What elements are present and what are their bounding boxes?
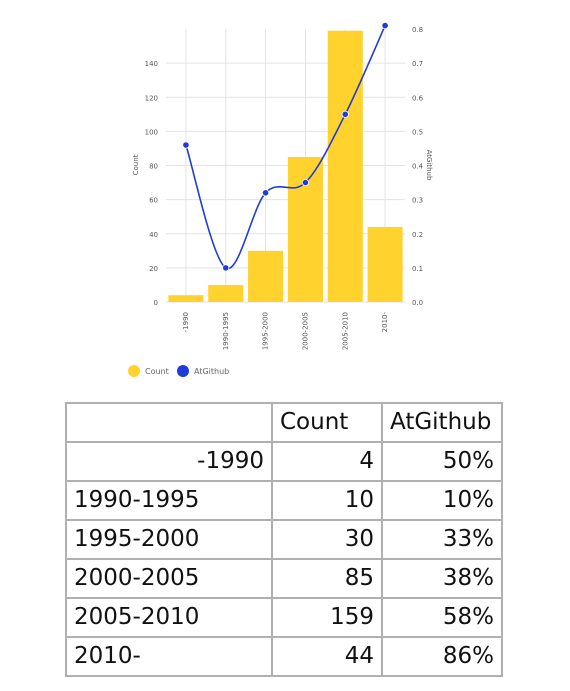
x-tick-label: 1990-1995 bbox=[222, 312, 230, 350]
y-tick-label: 60 bbox=[149, 197, 158, 205]
table-row: -1990 4 50% bbox=[65, 441, 503, 482]
table-cell-atgithub: 58% bbox=[381, 597, 503, 638]
bar-2005-2010 bbox=[327, 30, 363, 303]
legend-count-marker bbox=[128, 365, 140, 377]
y2-tick-label: 0.4 bbox=[412, 163, 424, 171]
y2-tick-label: 0.0 bbox=[412, 299, 423, 307]
table-cell-count: 85 bbox=[271, 558, 383, 599]
y-tick-label: 140 bbox=[145, 60, 158, 68]
chart-legend: Count AtGithub bbox=[128, 365, 229, 377]
y2-axis-title: AtGithub bbox=[425, 150, 433, 181]
table-cell-label: -1990 bbox=[65, 441, 273, 482]
table-cell-count: 159 bbox=[271, 597, 383, 638]
y2-tick-label: 0.3 bbox=[412, 197, 423, 205]
y-axis-title: Count bbox=[132, 154, 140, 175]
table-header-cell bbox=[65, 402, 273, 443]
y-tick-label: 0 bbox=[154, 299, 158, 307]
legend-atgithub-label: AtGithub bbox=[194, 367, 229, 376]
y2-tick-label: 0.7 bbox=[412, 60, 423, 68]
table-header-row: Count AtGithub bbox=[65, 402, 503, 443]
count-bars bbox=[168, 30, 403, 303]
atgithub-point-2005-2010 bbox=[341, 110, 349, 118]
table-cell-atgithub: 50% bbox=[381, 441, 503, 482]
atgithub-point-2000-2005 bbox=[301, 178, 310, 187]
y2-tick-label: 0.6 bbox=[412, 94, 424, 102]
y2-tick-label: 0.8 bbox=[412, 26, 423, 34]
table-cell-label: 2005-2010 bbox=[65, 597, 273, 638]
y-tick-label: 20 bbox=[149, 265, 158, 273]
bar--1990 bbox=[168, 295, 204, 302]
table-cell-atgithub: 10% bbox=[381, 480, 503, 521]
chart-axes: 0 20 40 60 80 100 120 140 0.0 0.1 0.2 0.3 0.4 0.5 0.6 0… bbox=[145, 26, 424, 350]
table-cell-atgithub: 86% bbox=[381, 636, 503, 677]
y-tick-label: 120 bbox=[145, 94, 158, 102]
table-cell-label: 1990-1995 bbox=[65, 480, 273, 521]
legend-count-label: Count bbox=[145, 367, 169, 376]
atgithub-point-2010- bbox=[381, 21, 389, 30]
table-cell-atgithub: 33% bbox=[381, 519, 503, 560]
bar-1995-2000 bbox=[248, 250, 284, 302]
y2-tick-label: 0.5 bbox=[412, 128, 423, 136]
data-table: Count AtGithub -1990 4 50% 1990-1995 10 … bbox=[65, 402, 503, 677]
table-row: 2000-2005 85 38% bbox=[65, 558, 503, 599]
table-header-cell: AtGithub bbox=[381, 402, 503, 443]
table-header-cell: Count bbox=[271, 402, 383, 443]
table-row: 1990-1995 10 10% bbox=[65, 480, 503, 521]
table-row: 2005-2010 159 58% bbox=[65, 597, 503, 638]
table-cell-count: 30 bbox=[271, 519, 383, 560]
x-tick-label: 1995-2000 bbox=[262, 312, 270, 350]
legend-atgithub-marker bbox=[177, 365, 189, 377]
atgithub-line-path bbox=[185, 25, 386, 270]
x-tick-label: 2010- bbox=[381, 312, 389, 333]
table-cell-label: 1995-2000 bbox=[65, 519, 273, 560]
y2-tick-label: 0.1 bbox=[412, 265, 423, 273]
atgithub-line bbox=[182, 21, 389, 272]
combo-chart: 0 20 40 60 80 100 120 140 0.0 0.1 0.2 0.3 0.4 0.5 0.6 0… bbox=[128, 21, 433, 377]
x-tick-label: 2005-2010 bbox=[341, 312, 349, 350]
table-cell-count: 4 bbox=[271, 441, 383, 482]
table-cell-label: 2010- bbox=[65, 636, 273, 677]
bar-2010- bbox=[367, 226, 403, 302]
atgithub-point-1995-2000 bbox=[261, 189, 270, 197]
x-tick-label: -1990 bbox=[182, 312, 190, 332]
table-row: 2010- 44 86% bbox=[65, 636, 503, 677]
y2-tick-label: 0.2 bbox=[412, 231, 423, 239]
y-tick-label: 100 bbox=[145, 128, 158, 136]
table-cell-count: 44 bbox=[271, 636, 383, 677]
table-cell-atgithub: 38% bbox=[381, 558, 503, 599]
table-row: 1995-2000 30 33% bbox=[65, 519, 503, 560]
bar-1990-1995 bbox=[208, 284, 244, 302]
bar-2000-2005 bbox=[287, 156, 323, 302]
y-tick-label: 80 bbox=[149, 163, 158, 171]
y-tick-label: 40 bbox=[149, 231, 158, 239]
x-tick-label: 2000-2005 bbox=[301, 312, 309, 350]
table-cell-label: 2000-2005 bbox=[65, 558, 273, 599]
atgithub-point--1990 bbox=[182, 141, 190, 149]
atgithub-point-1990-1995 bbox=[222, 264, 230, 272]
table-cell-count: 10 bbox=[271, 480, 383, 521]
